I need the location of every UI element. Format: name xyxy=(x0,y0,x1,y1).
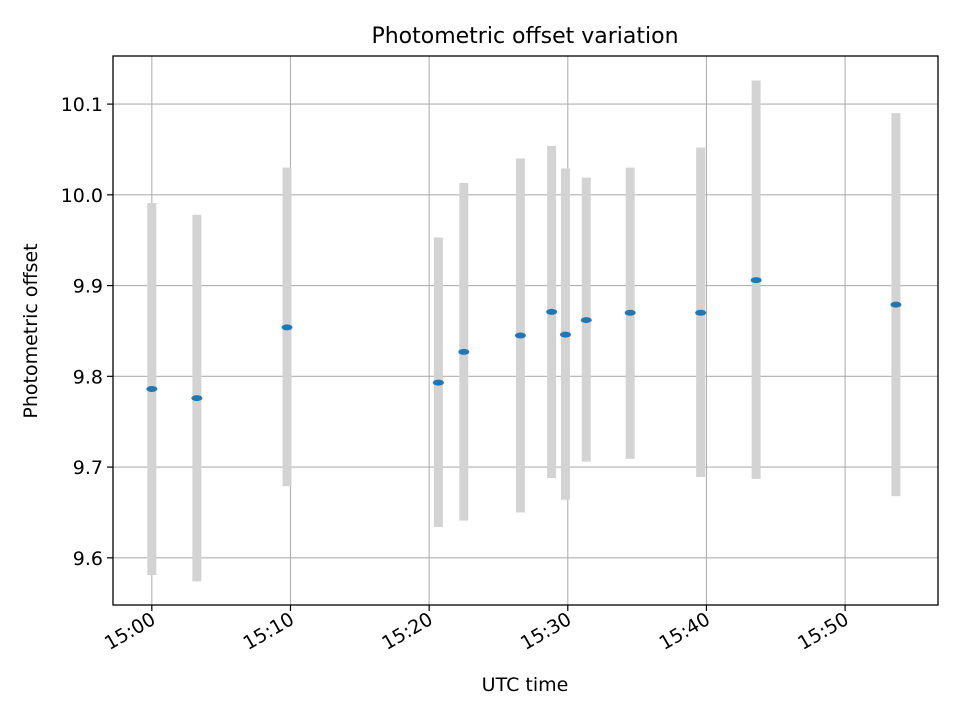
y-axis-label: Photometric offset xyxy=(20,243,42,418)
y-tick-label: 9.8 xyxy=(73,366,103,388)
data-point xyxy=(191,395,203,402)
x-tick-label: 15:10 xyxy=(240,608,298,654)
data-point xyxy=(750,277,762,284)
data-point xyxy=(695,309,707,316)
data-point xyxy=(559,331,571,338)
y-tick-label: 9.6 xyxy=(73,548,103,570)
x-axis-label: UTC time xyxy=(482,674,569,696)
data-point xyxy=(546,308,558,315)
data-point xyxy=(281,324,293,331)
y-axis-ticks: 9.6 9.7 9.8 9.9 10.0 10.1 xyxy=(61,94,113,570)
x-tick-label: 15:40 xyxy=(656,608,714,654)
y-tick-label: 10.1 xyxy=(61,94,103,116)
y-tick-label: 10.0 xyxy=(61,185,103,207)
chart-title: Photometric offset variation xyxy=(371,24,678,49)
plot-background xyxy=(113,56,938,605)
y-tick-label: 9.9 xyxy=(73,276,103,298)
x-axis-ticks: 15:00 15:10 15:20 15:30 15:40 15:50 xyxy=(101,605,853,655)
data-point xyxy=(624,309,636,316)
x-tick-label: 15:20 xyxy=(378,608,436,654)
data-point xyxy=(146,386,158,393)
data-point xyxy=(458,348,470,355)
data-point xyxy=(432,379,444,386)
x-tick-label: 15:00 xyxy=(101,608,159,654)
data-points xyxy=(146,277,902,402)
data-point xyxy=(890,301,902,308)
grid xyxy=(113,56,938,605)
data-point xyxy=(514,332,526,339)
plot-frame xyxy=(112,55,939,606)
data-point xyxy=(580,317,592,324)
y-tick-label: 9.7 xyxy=(73,457,103,479)
x-tick-label: 15:50 xyxy=(794,608,852,654)
x-tick-label: 15:30 xyxy=(517,608,575,654)
